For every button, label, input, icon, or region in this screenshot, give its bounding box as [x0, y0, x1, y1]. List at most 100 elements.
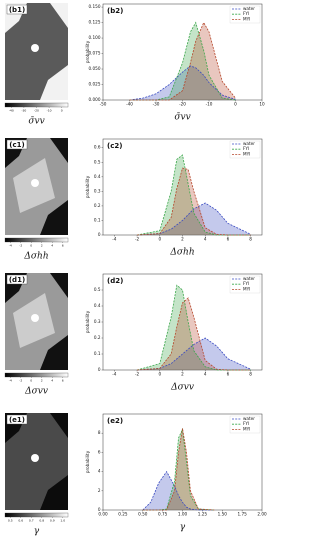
x-axis-label: Δσvv	[24, 387, 48, 397]
colorbar-tick-label: 0	[30, 379, 32, 383]
colorbar-tick-label: 4	[51, 379, 53, 383]
y-tick-label: 2	[98, 488, 101, 493]
colorbar	[4, 512, 69, 518]
x-tick-label: -4	[112, 237, 117, 242]
x-tick-label: 0.00	[98, 512, 108, 517]
legend-box	[229, 275, 261, 294]
x-axis-label: γ	[34, 527, 40, 537]
x-tick-label: 1.50	[218, 512, 228, 517]
colorbar	[4, 237, 69, 243]
land-mask	[40, 200, 68, 235]
density-curve	[129, 21, 236, 101]
y-tick-label: 0.4	[94, 174, 101, 179]
panel-label: (d1)	[9, 276, 25, 284]
y-axis-label: probability	[85, 175, 90, 198]
y-tick-label: 4	[98, 469, 101, 474]
colorbar-tick-label: -30	[21, 109, 26, 113]
colorbar-tick-label: -2	[19, 379, 22, 383]
histogram-area	[137, 203, 251, 235]
colorbar-tick-label: 0	[61, 109, 63, 113]
panel-label: (d2)	[107, 277, 123, 285]
x-tick-label: 1.00	[178, 512, 188, 517]
panel-label: (c2)	[107, 142, 122, 150]
colorbar-tick-label: -4	[9, 379, 12, 383]
y-tick-label: 0	[98, 232, 101, 237]
x-tick-label: -10	[206, 102, 213, 107]
y-tick-label: 0.050	[89, 66, 101, 71]
panel-label: (e1)	[9, 416, 25, 424]
x-tick-label: 2.00	[257, 512, 267, 517]
x-axis-label: Δσhh	[169, 248, 194, 258]
x-axis-label: Δσhh	[23, 252, 48, 262]
colorbar-tick-label: 0.9	[50, 519, 55, 523]
x-tick-label: -2	[135, 237, 140, 242]
density-curve	[129, 65, 236, 101]
colorbar-tick-label: 1.0	[60, 519, 65, 523]
x-tick-label: 0.25	[118, 512, 128, 517]
x-axis-label: σ̄vv	[28, 117, 44, 127]
colorbar-tick-label: -4	[9, 244, 12, 248]
y-tick-label: 0.1	[94, 217, 101, 222]
colorbar-tick-label: 6	[62, 244, 64, 248]
legend-box	[229, 140, 261, 159]
y-tick-label: 0	[98, 507, 101, 512]
y-axis-label: probability	[85, 450, 90, 473]
land-mask	[50, 3, 68, 28]
histogram-area	[137, 168, 251, 235]
panel-label: (b1)	[9, 6, 25, 14]
colorbar-tick-label: 0.6	[18, 519, 23, 523]
legend-label: water	[243, 416, 255, 421]
x-tick-label: 8	[249, 372, 252, 377]
x-tick-label: 0.50	[138, 512, 148, 517]
pole-hole	[31, 454, 39, 462]
panel-label-box	[6, 139, 28, 150]
legend-label: water	[243, 6, 255, 11]
legend-label: MYI	[243, 16, 250, 21]
legend-label: FYI	[243, 281, 249, 286]
x-axis-label: γ	[180, 523, 186, 533]
y-tick-label: 0.5	[94, 159, 101, 164]
legend-label: water	[243, 276, 255, 281]
histogram-area	[129, 22, 236, 100]
colorbar-tick-label: -10	[47, 109, 52, 113]
land-mask	[40, 65, 68, 100]
histogram-area	[137, 338, 251, 370]
x-tick-label: 6	[227, 372, 230, 377]
pole-hole	[31, 44, 39, 52]
y-axis-label: probability	[85, 40, 90, 63]
y-tick-label: 8	[98, 430, 101, 435]
figure: -40 -30 -20 -10 0σ̄vv(b1)0.0000.0250.0500.07…	[4, 3, 267, 537]
x-tick-label: 4	[204, 372, 207, 377]
legend-label: MYI	[243, 151, 250, 156]
x-tick-label: 6	[227, 237, 230, 242]
colorbar-tick-label: 0.7	[29, 519, 34, 523]
pole-hole	[31, 314, 39, 322]
x-tick-label: 0.75	[158, 512, 168, 517]
land-mask	[40, 335, 68, 370]
histogram-area	[142, 471, 215, 510]
x-tick-label: 0	[158, 237, 161, 242]
y-tick-label: 0.025	[89, 82, 101, 87]
x-tick-label: -2	[135, 372, 140, 377]
x-tick-label: 4	[204, 237, 207, 242]
y-tick-label: 0.2	[94, 203, 101, 208]
colorbar-tick-label: 6	[62, 379, 64, 383]
panel-label: (e2)	[107, 417, 123, 425]
colorbar-tick-label: 0.5	[8, 519, 13, 523]
histogram-area	[129, 22, 236, 100]
x-tick-label: 0	[234, 102, 237, 107]
density-curve	[137, 167, 251, 236]
legend-label: MYI	[243, 426, 250, 431]
y-tick-label: 0.000	[89, 97, 101, 102]
y-tick-label: 0.4	[94, 303, 101, 308]
x-tick-label: 0	[158, 372, 161, 377]
colorbar-tick-label: -40	[9, 109, 14, 113]
x-tick-label: 1.75	[237, 512, 247, 517]
y-tick-label: 0.1	[94, 351, 101, 356]
colorbar-tick-label: 0.8	[39, 519, 44, 523]
x-tick-label: -30	[153, 102, 160, 107]
colorbar-tick-label: 2	[41, 379, 43, 383]
legend-box	[229, 415, 261, 434]
x-tick-label: 1.25	[198, 512, 208, 517]
histogram-area	[142, 428, 215, 510]
